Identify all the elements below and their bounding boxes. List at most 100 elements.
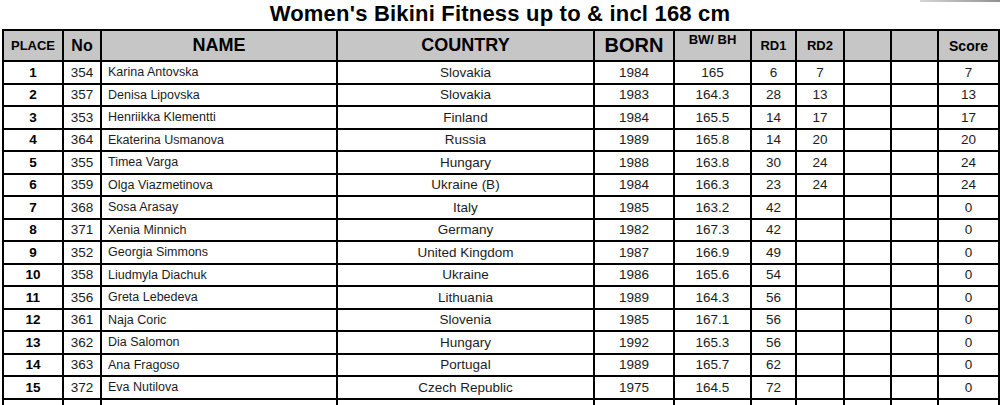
cell-rd2: 7	[796, 61, 844, 84]
cell-name: Olga Viazmetinova	[101, 174, 337, 197]
cell-bwbh: 167.1	[674, 309, 751, 332]
cell-extra2	[891, 61, 938, 84]
cell-rd1: 28	[751, 84, 796, 107]
cell-country: United Kingdom	[337, 241, 594, 264]
cell-country: Finland	[337, 106, 594, 129]
cell-place: 14	[3, 354, 63, 377]
cell-rd2: 24	[796, 174, 844, 197]
cell-no: 357	[63, 84, 101, 107]
cell-extra2	[891, 196, 938, 219]
cell-country: Slovakia	[337, 84, 594, 107]
cell-rd2: 13	[796, 84, 844, 107]
cell-score: 0	[938, 354, 999, 377]
cell-country: Hungary	[337, 331, 594, 354]
cell-born: 1989	[594, 129, 674, 152]
cell-extra2	[891, 354, 938, 377]
cell-place: 15	[3, 376, 63, 399]
cell-rd1: 56	[751, 286, 796, 309]
cell-extra1	[844, 241, 891, 264]
cell-no: 372	[63, 376, 101, 399]
cell-score: 0	[938, 309, 999, 332]
cell-country: Slovakia	[337, 61, 594, 84]
cell-score: 0	[938, 264, 999, 287]
cropped-edge-artifact	[920, 0, 1000, 2]
cell-place: 10	[3, 264, 63, 287]
cell-extra1	[844, 174, 891, 197]
cell-name: Eva Nutilova	[101, 376, 337, 399]
cell-bwbh: 167.3	[674, 219, 751, 242]
column-header-country: COUNTRY	[337, 30, 594, 61]
cell-born: 1992	[594, 331, 674, 354]
cell-born	[594, 399, 674, 405]
cell-extra2	[891, 399, 938, 405]
cell-extra2	[891, 331, 938, 354]
cell-bwbh: 166.3	[674, 174, 751, 197]
cell-name: Liudmyla Diachuk	[101, 264, 337, 287]
cell-rd1: 56	[751, 331, 796, 354]
cell-born: 1984	[594, 61, 674, 84]
cell-place: 8	[3, 219, 63, 242]
cell-born: 1975	[594, 376, 674, 399]
cell-place: 4	[3, 129, 63, 152]
cell-score: 17	[938, 106, 999, 129]
cell-place: 11	[3, 286, 63, 309]
cell-extra2	[891, 376, 938, 399]
cell-place: 7	[3, 196, 63, 219]
table-row: 10 358 Liudmyla Diachuk Ukraine 1986 165…	[3, 264, 999, 287]
cell-score: 0	[938, 196, 999, 219]
cell-bwbh: 165.6	[674, 264, 751, 287]
cell-bwbh: 165.7	[674, 354, 751, 377]
cell-country: Ukraine (B)	[337, 174, 594, 197]
cell-country: Slovenia	[337, 309, 594, 332]
cell-born: 1982	[594, 219, 674, 242]
column-header-name: NAME	[101, 30, 337, 61]
cell-score: 0	[938, 376, 999, 399]
page: { "title": "Women's Bikini Fitness up to…	[0, 0, 1000, 405]
cell-rd1: 56	[751, 309, 796, 332]
cell-extra2	[891, 264, 938, 287]
cell-rd2	[796, 309, 844, 332]
cell-country: Ukraine	[337, 264, 594, 287]
cell-name: Greta Lebedeva	[101, 286, 337, 309]
column-header-bwbh: BW/ BH	[674, 30, 751, 61]
cell-no: 352	[63, 241, 101, 264]
cell-place: 3	[3, 106, 63, 129]
cell-place: 12	[3, 309, 63, 332]
cell-bwbh: 165.3	[674, 331, 751, 354]
cell-rd2	[796, 286, 844, 309]
cell-no: 356	[63, 286, 101, 309]
table-row: 5 355 Timea Varga Hungary 1988 163.8 30 …	[3, 151, 999, 174]
cell-extra2	[891, 241, 938, 264]
cell-place: 5	[3, 151, 63, 174]
cell-born: 1986	[594, 264, 674, 287]
table-row: 12 361 Naja Coric Slovenia 1985 167.1 56…	[3, 309, 999, 332]
table-row: 1 354 Karina Antovska Slovakia 1984 165 …	[3, 61, 999, 84]
cell-extra1	[844, 61, 891, 84]
column-header-rd2: RD2	[796, 30, 844, 61]
cell-extra2	[891, 84, 938, 107]
cell-extra1	[844, 129, 891, 152]
cell-no: 362	[63, 331, 101, 354]
results-table: PLACE No NAME COUNTRY BORN BW/ BH RD1 RD…	[2, 29, 1000, 405]
cell-rd2	[796, 399, 844, 405]
column-header-no: No	[63, 30, 101, 61]
cell-country: Hungary	[337, 151, 594, 174]
column-header-extra1	[844, 30, 891, 61]
cell-rd2	[796, 264, 844, 287]
cell-rd2	[796, 196, 844, 219]
cell-extra1	[844, 309, 891, 332]
table-row	[3, 399, 999, 405]
cell-score: 7	[938, 61, 999, 84]
cell-score: 20	[938, 129, 999, 152]
cell-rd2	[796, 331, 844, 354]
cell-name: Georgia Simmons	[101, 241, 337, 264]
cell-no: 354	[63, 61, 101, 84]
cell-no: 361	[63, 309, 101, 332]
cell-name	[101, 399, 337, 405]
cell-no: 358	[63, 264, 101, 287]
cell-bwbh: 166.9	[674, 241, 751, 264]
cell-no: 371	[63, 219, 101, 242]
page-title: Women's Bikini Fitness up to & incl 168 …	[0, 0, 1000, 29]
cell-country: Italy	[337, 196, 594, 219]
cell-score: 24	[938, 174, 999, 197]
